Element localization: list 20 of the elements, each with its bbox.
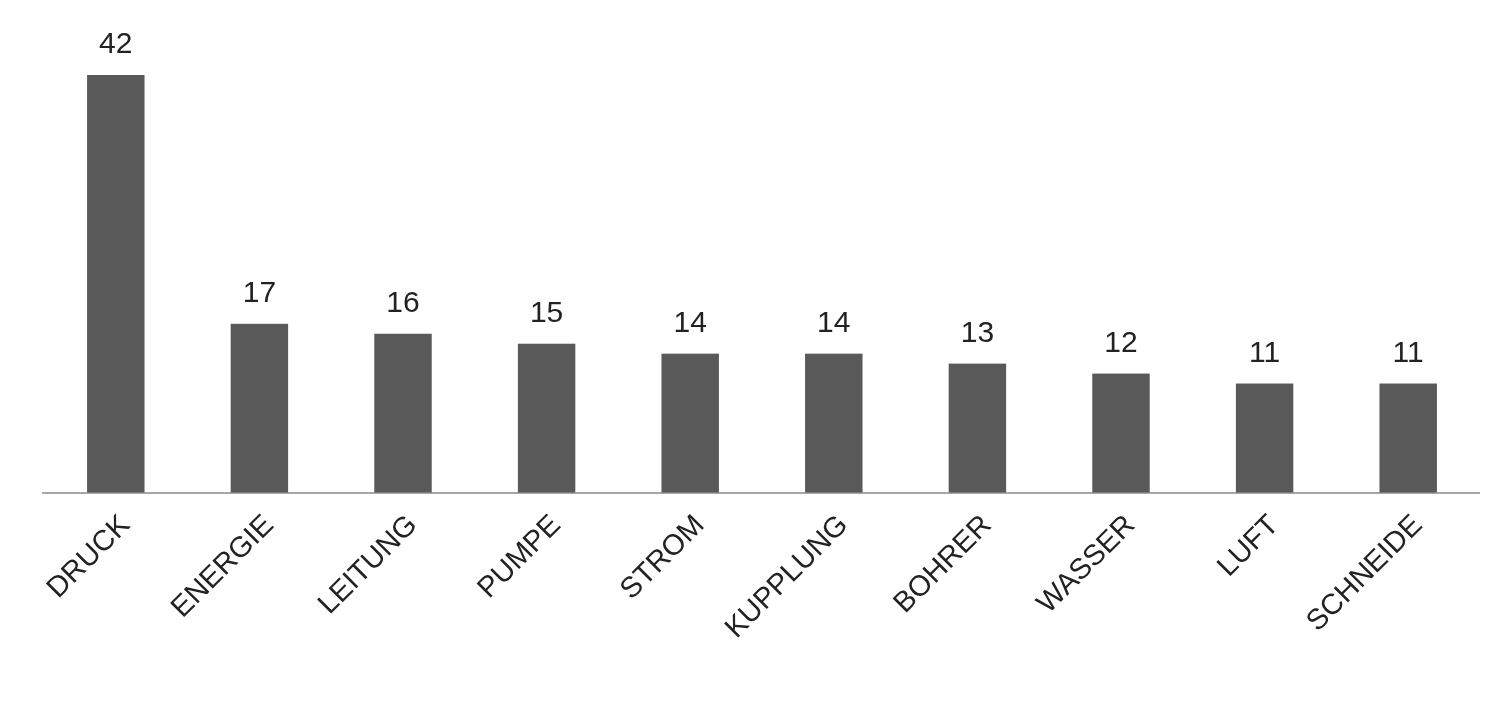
bar: [1235, 383, 1294, 493]
bar: [661, 353, 719, 493]
bar: [230, 323, 289, 493]
bar: [1092, 373, 1150, 493]
bar: [948, 363, 1007, 493]
bar: [1379, 383, 1437, 493]
bar: [87, 75, 145, 493]
data-label: 14: [673, 304, 707, 338]
data-label: 15: [529, 294, 564, 328]
data-label: 42: [99, 26, 133, 59]
data-label: 14: [817, 304, 851, 338]
data-label: 12: [1104, 324, 1138, 358]
bar: [805, 353, 863, 493]
data-label: 11: [1249, 334, 1281, 368]
bar: [517, 343, 576, 493]
data-label: 17: [242, 274, 277, 308]
data-label: 11: [1392, 334, 1424, 368]
bar: [374, 333, 432, 493]
data-label: 13: [960, 314, 995, 348]
data-label: 16: [386, 284, 420, 318]
